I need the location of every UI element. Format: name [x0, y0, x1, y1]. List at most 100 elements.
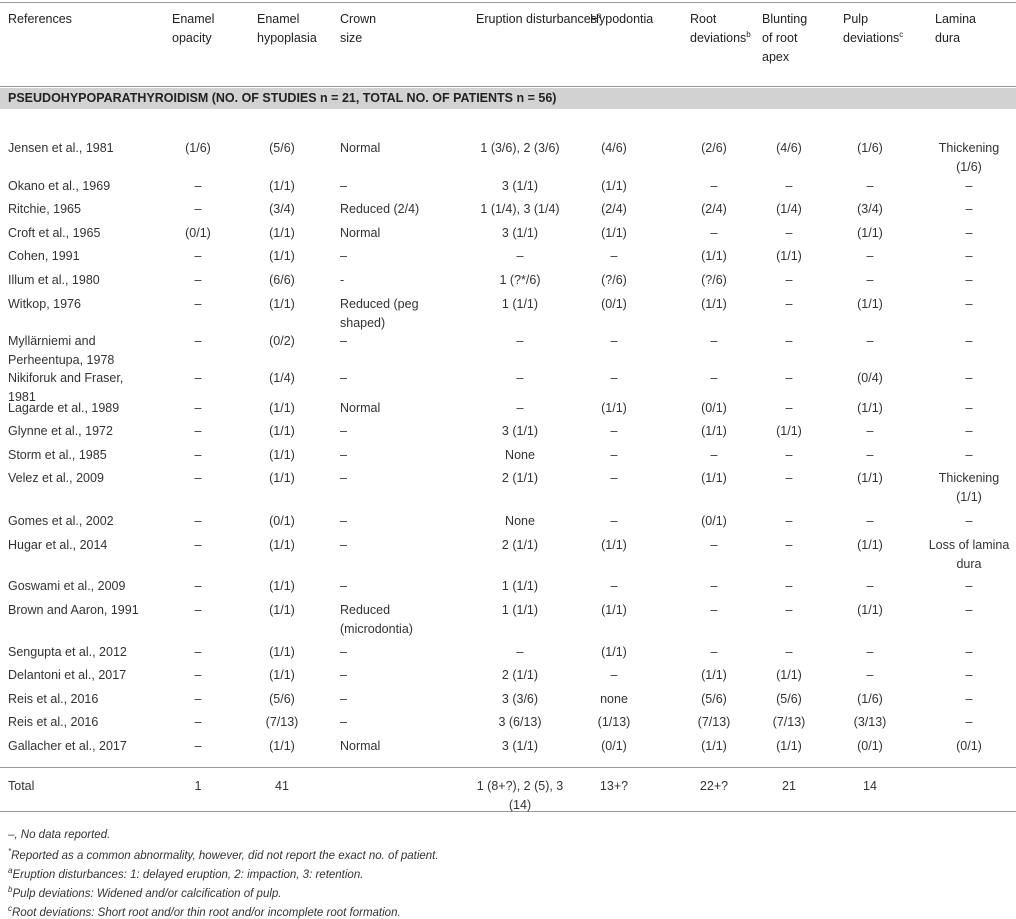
table-cell: Normal: [340, 225, 381, 240]
table-cell: (1/1): [269, 470, 295, 485]
table-cell: (1/4): [269, 370, 295, 385]
table-cell: (1/1): [269, 644, 295, 659]
table-cell: –: [785, 370, 793, 385]
table-cell: Cohen, 1991: [8, 248, 80, 263]
table-cell: (6/6): [269, 272, 295, 287]
table-cell: –: [965, 400, 973, 415]
table-cell: –: [340, 644, 347, 659]
table-cell: –: [610, 447, 618, 462]
table-cell: –: [785, 333, 793, 348]
table-cell: (1/1): [857, 225, 883, 240]
table-cell: –: [965, 272, 973, 287]
table-cell: (1/1): [269, 602, 295, 617]
table-cell: (1/1): [601, 178, 627, 193]
table-cell: –: [340, 578, 347, 593]
table-cell: 1 (1/4), 3 (1/4): [480, 201, 560, 216]
table-cell: –: [866, 578, 874, 593]
table-cell: –: [610, 423, 618, 438]
footnote-text: Eruption disturbances: 1: delayed erupti…: [12, 869, 364, 881]
table-cell: –: [866, 513, 874, 528]
table-cell: –: [340, 333, 347, 348]
table-cell: –: [340, 691, 347, 706]
column-header-sup: a: [596, 10, 602, 20]
table-cell: –: [785, 513, 793, 528]
table-cell: Delantoni et al., 2017: [8, 667, 127, 682]
table-cell: –: [194, 370, 202, 385]
table-cell: –: [610, 248, 618, 263]
table-cell: Gallacher et al., 2017: [8, 738, 127, 753]
table-cell: (7/13): [772, 714, 806, 729]
table-cell: –: [340, 370, 347, 385]
table-cell: –: [194, 691, 202, 706]
table-cell: (?/6): [701, 272, 727, 287]
column-header-text: Blunting of root apex: [762, 12, 808, 64]
table-cell: (5/6): [701, 691, 727, 706]
table-cell: –: [194, 578, 202, 593]
table-cell: Reduced (peg shaped): [340, 296, 419, 330]
table-cell: 1 (?*/6): [499, 272, 541, 287]
column-header-sup: c: [899, 29, 904, 39]
table-cell: –: [340, 714, 347, 729]
table-cell: (7/13): [265, 714, 299, 729]
table-cell: (5/6): [269, 691, 295, 706]
table-cell: –: [340, 667, 347, 682]
table-cell: –: [965, 248, 973, 263]
table-cell: (1/1): [857, 537, 883, 552]
table-cell: Normal: [340, 140, 381, 155]
table-cell: Nikiforuk and Fraser, 1981: [8, 370, 124, 404]
column-header-text: References: [8, 12, 72, 26]
table-cell: Hugar et al., 2014: [8, 537, 108, 552]
footnote-text: Reported as a common abnormality, howeve…: [11, 850, 439, 862]
table-cell: 1 (1/1): [501, 296, 539, 311]
table-cell: (1/1): [269, 667, 295, 682]
table-cell: 3 (3/6): [501, 691, 539, 706]
table-cell: –: [194, 738, 202, 753]
table-cell: Reis et al., 2016: [8, 714, 99, 729]
table-cell: 3 (1/1): [501, 423, 539, 438]
table-cell: (1/6): [857, 691, 883, 706]
table-cell: –: [866, 447, 874, 462]
table-cell: –: [710, 370, 718, 385]
table-cell: –: [965, 644, 973, 659]
total-cell: 1 (8+?), 2 (5), 3 (14): [476, 778, 564, 812]
column-header: Crown size: [340, 10, 390, 48]
table-cell: (1/1): [269, 225, 295, 240]
table-cell: (1/1): [857, 296, 883, 311]
table-cell: (1/1): [701, 296, 727, 311]
table-cell: (1/1): [601, 602, 627, 617]
table-cell: 3 (6/13): [498, 714, 542, 729]
table-cell: (3/4): [857, 201, 883, 216]
footnote-mark: b: [8, 885, 13, 895]
table-cell: –: [194, 714, 202, 729]
total-rule: [0, 767, 1016, 768]
table-cell: –: [965, 714, 973, 729]
table-cell: (3/4): [269, 201, 295, 216]
footnote: aEruption disturbances: 1: delayed erupt…: [8, 866, 363, 885]
table-cell: Sengupta et al., 2012: [8, 644, 127, 659]
table-cell: –: [785, 296, 793, 311]
table-cell: (1/1): [701, 738, 727, 753]
table-cell: (0/1): [601, 296, 627, 311]
table-cell: (1/1): [701, 248, 727, 263]
table-cell: 1 (1/1): [501, 602, 539, 617]
column-header: Root deviationsb: [690, 10, 756, 48]
table-cell: (1/1): [601, 644, 627, 659]
table-cell: –: [965, 667, 973, 682]
total-cell: 14: [863, 778, 877, 793]
column-header: Pulp deviationsc: [843, 10, 909, 48]
column-header: Eruption disturbancesa: [476, 10, 606, 29]
column-header-sup: b: [746, 29, 751, 39]
column-header-text: Eruption disturbances: [476, 12, 597, 26]
footnote-text: –, No data reported.: [8, 829, 111, 841]
table-cell: (1/1): [269, 248, 295, 263]
table-cell: (1/1): [701, 667, 727, 682]
table-cell: –: [710, 178, 718, 193]
total-cell: 22+?: [699, 778, 729, 793]
table-cell: (2/4): [701, 201, 727, 216]
table-cell: (1/1): [776, 423, 802, 438]
table-cell: –: [194, 201, 202, 216]
table-cell: None: [505, 513, 535, 528]
table-cell: –: [610, 578, 618, 593]
table-cell: (1/1): [776, 248, 802, 263]
footnote-mark: c: [8, 904, 12, 914]
